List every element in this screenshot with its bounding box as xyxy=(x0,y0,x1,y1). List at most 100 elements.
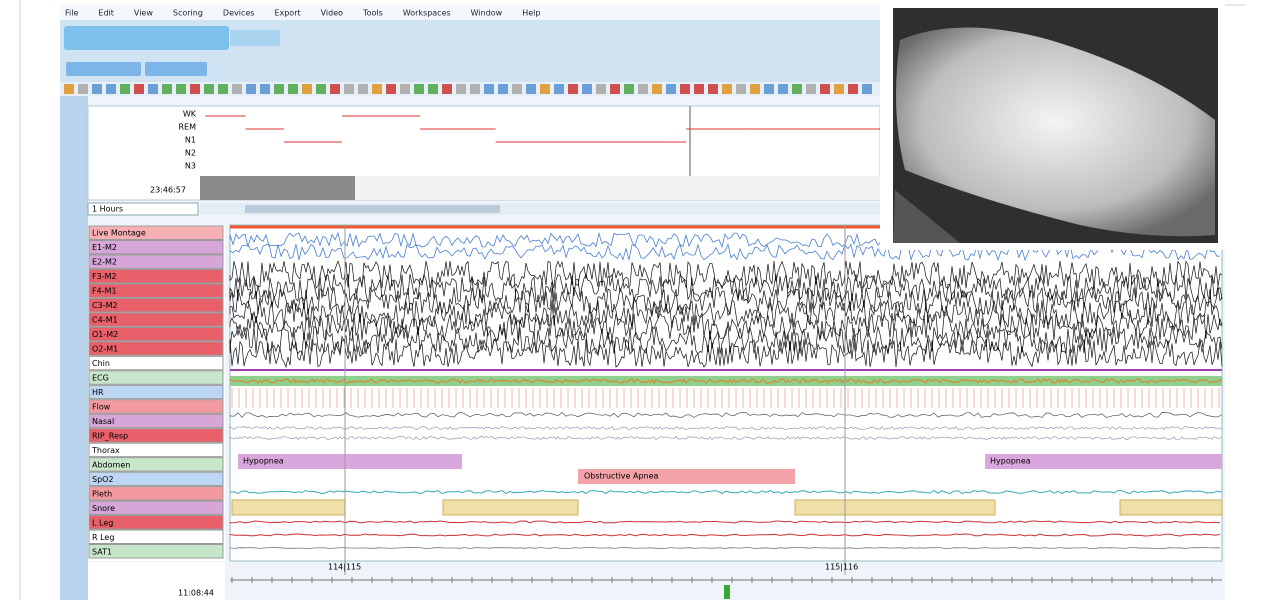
tool-icon[interactable] xyxy=(162,84,172,94)
menu-item[interactable]: Workspaces xyxy=(403,9,451,18)
menu-item[interactable]: Tools xyxy=(362,9,383,18)
channel-label: O1-M2 xyxy=(92,330,118,339)
channel-label: E2-M2 xyxy=(92,258,117,267)
event-label: Obstructive Apnea xyxy=(584,472,659,481)
tool-icon[interactable] xyxy=(596,84,606,94)
channel-label: Thorax xyxy=(91,446,120,455)
stage-label: WK xyxy=(183,110,197,119)
channel-label: Snore xyxy=(92,504,115,513)
tool-icon[interactable] xyxy=(708,84,718,94)
stage-label: REM xyxy=(178,123,196,132)
tool-icon[interactable] xyxy=(148,84,158,94)
tool-icon[interactable] xyxy=(274,84,284,94)
tool-icon[interactable] xyxy=(400,84,410,94)
tool-icon[interactable] xyxy=(78,84,88,94)
tool-icon[interactable] xyxy=(120,84,130,94)
header-button[interactable] xyxy=(66,62,141,76)
tool-icon[interactable] xyxy=(330,84,340,94)
tool-icon[interactable] xyxy=(582,84,592,94)
tool-icon[interactable] xyxy=(344,84,354,94)
channel-label-box[interactable] xyxy=(89,385,223,398)
tool-icon[interactable] xyxy=(848,84,858,94)
tool-icon[interactable] xyxy=(568,84,578,94)
stage-label: N2 xyxy=(185,149,196,158)
channel-label: E1-M2 xyxy=(92,243,117,252)
tool-icon[interactable] xyxy=(484,84,494,94)
tool-icon[interactable] xyxy=(638,84,648,94)
event-label: Hypopnea xyxy=(990,457,1031,466)
tool-icon[interactable] xyxy=(736,84,746,94)
start-time: 23:46:57 xyxy=(150,186,186,195)
tool-icon[interactable] xyxy=(232,84,242,94)
tool-icon[interactable] xyxy=(540,84,550,94)
capture-tab[interactable] xyxy=(64,26,229,50)
epoch-markers xyxy=(724,585,730,599)
tool-icon[interactable] xyxy=(526,84,536,94)
tool-icon[interactable] xyxy=(218,84,228,94)
tool-icon[interactable] xyxy=(806,84,816,94)
menu-item[interactable]: Devices xyxy=(223,9,255,18)
tool-icon[interactable] xyxy=(456,84,466,94)
channel-label: R Leg xyxy=(92,533,114,542)
menu-item[interactable]: Edit xyxy=(98,9,114,18)
menu-item[interactable]: Video xyxy=(321,9,344,18)
menu-item[interactable]: Window xyxy=(471,9,503,18)
channel-label: SpO2 xyxy=(92,475,114,484)
app-window: File Edit View Scoring Devices Export Video Too… xyxy=(0,0,1265,600)
tool-icon[interactable] xyxy=(652,84,662,94)
tool-icon[interactable] xyxy=(834,84,844,94)
tool-icon[interactable] xyxy=(666,84,676,94)
tool-icon[interactable] xyxy=(302,84,312,94)
menu-item[interactable]: Scoring xyxy=(173,9,203,18)
menu-item[interactable]: Export xyxy=(274,9,300,18)
event-label: Hypopnea xyxy=(243,457,284,466)
tool-icon[interactable] xyxy=(722,84,732,94)
header-button[interactable] xyxy=(145,62,207,76)
tool-icon[interactable] xyxy=(288,84,298,94)
menu-item[interactable]: Help xyxy=(522,9,540,18)
menu-item[interactable]: File xyxy=(65,9,78,18)
tool-icon[interactable] xyxy=(316,84,326,94)
tool-icon[interactable] xyxy=(64,84,74,94)
menu-item[interactable]: View xyxy=(134,9,153,18)
stage-label: N1 xyxy=(185,136,196,145)
tool-icon[interactable] xyxy=(106,84,116,94)
channel-label: Nasal xyxy=(92,417,114,426)
tool-icon[interactable] xyxy=(694,84,704,94)
tool-icon[interactable] xyxy=(386,84,396,94)
tool-icon[interactable] xyxy=(470,84,480,94)
channel-label: Chin xyxy=(92,359,110,368)
tool-icon[interactable] xyxy=(372,84,382,94)
tool-icon[interactable] xyxy=(246,84,256,94)
tool-icon[interactable] xyxy=(134,84,144,94)
tool-icon[interactable] xyxy=(610,84,620,94)
tool-icon[interactable] xyxy=(204,84,214,94)
header-button[interactable] xyxy=(230,30,280,46)
tool-icon[interactable] xyxy=(778,84,788,94)
tool-icon[interactable] xyxy=(764,84,774,94)
tool-icon[interactable] xyxy=(862,84,872,94)
tool-icon[interactable] xyxy=(820,84,830,94)
tool-icon[interactable] xyxy=(442,84,452,94)
channel-label: Abdomen xyxy=(92,460,130,469)
tool-icon[interactable] xyxy=(624,84,634,94)
stage-label: N3 xyxy=(185,162,196,171)
tool-icon[interactable] xyxy=(92,84,102,94)
channel-label-box[interactable] xyxy=(89,371,223,384)
tool-icon[interactable] xyxy=(750,84,760,94)
tool-icon[interactable] xyxy=(498,84,508,94)
tool-icon[interactable] xyxy=(414,84,424,94)
tool-icon[interactable] xyxy=(792,84,802,94)
tool-icon[interactable] xyxy=(190,84,200,94)
tool-icon[interactable] xyxy=(358,84,368,94)
tool-icon[interactable] xyxy=(428,84,438,94)
tool-icon[interactable] xyxy=(176,84,186,94)
scroll-thumb[interactable] xyxy=(245,205,500,213)
channel-label: L Leg xyxy=(92,518,113,527)
channel-label: F4-M1 xyxy=(92,287,117,296)
tool-icon[interactable] xyxy=(680,84,690,94)
tool-icon[interactable] xyxy=(260,84,270,94)
tool-icon[interactable] xyxy=(512,84,522,94)
channel-label: Flow xyxy=(92,402,111,411)
tool-icon[interactable] xyxy=(554,84,564,94)
